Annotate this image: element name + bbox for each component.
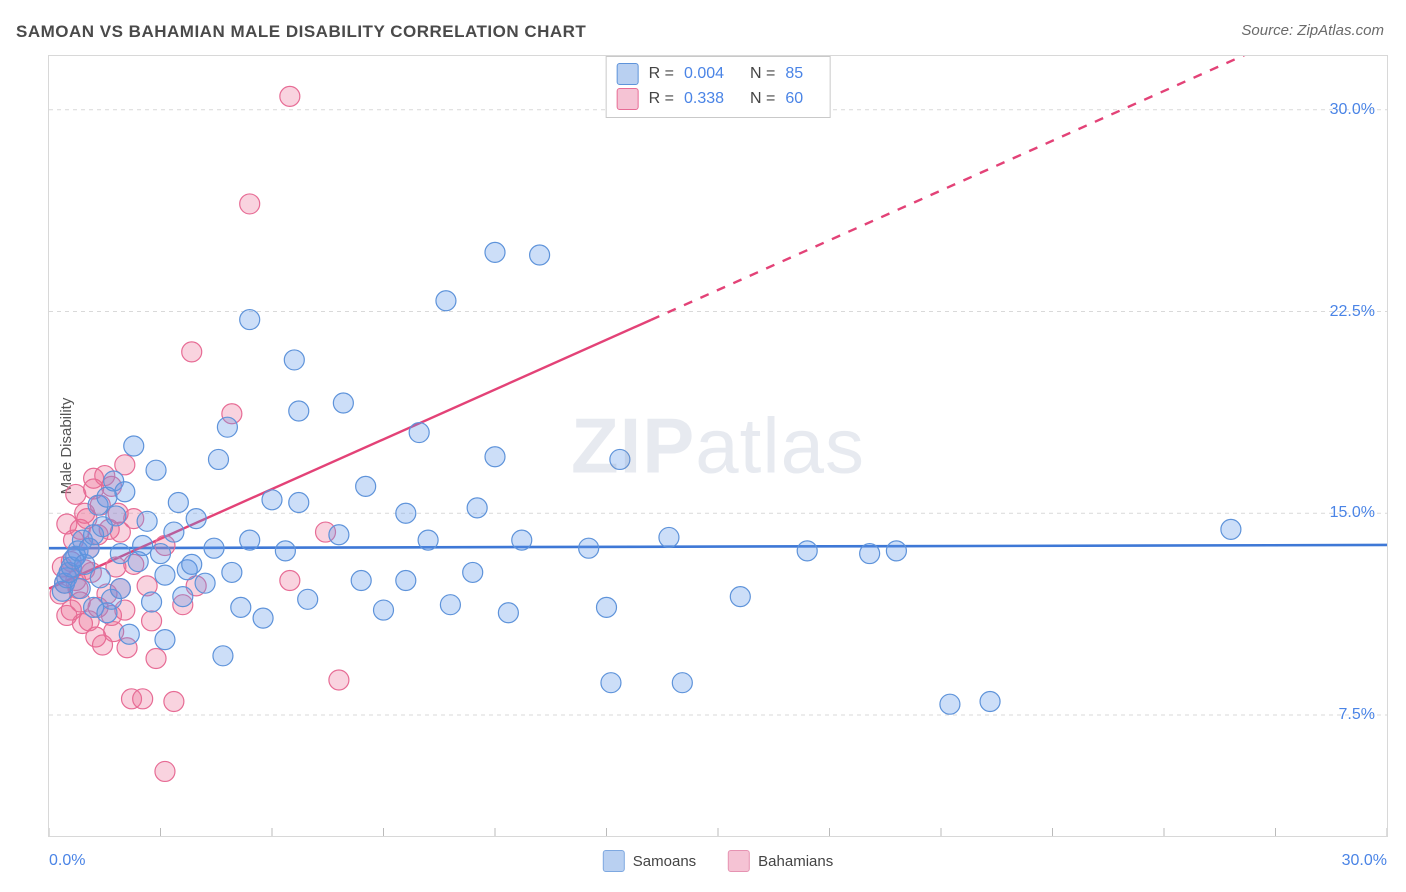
y-tick-label: 22.5% — [1330, 303, 1375, 321]
swatch-icon — [617, 63, 639, 85]
y-tick-label: 30.0% — [1330, 101, 1375, 119]
stats-n-value: 60 — [785, 87, 815, 112]
x-axis-min-label: 0.0% — [49, 852, 85, 870]
stats-label-n: N = — [750, 87, 775, 112]
x-axis-max-label: 30.0% — [1342, 852, 1387, 870]
stats-r-value: 0.338 — [684, 87, 740, 112]
stats-legend-box: R = 0.004 N = 85 R = 0.338 N = 60 — [606, 56, 831, 118]
bottom-legend: Samoans Bahamians — [603, 850, 833, 872]
source-label: Source: — [1241, 22, 1297, 39]
source-name: ZipAtlas.com — [1297, 22, 1384, 39]
y-tick-label: 7.5% — [1339, 706, 1375, 724]
legend-label: Bahamians — [758, 853, 833, 870]
legend-label: Samoans — [633, 853, 696, 870]
swatch-icon — [728, 850, 750, 872]
stats-row: R = 0.338 N = 60 — [617, 87, 816, 112]
stats-n-value: 85 — [785, 62, 815, 87]
plot-area: ZIPatlas R = 0.004 N = 85 R = 0.338 N = … — [48, 55, 1388, 837]
stats-r-value: 0.004 — [684, 62, 740, 87]
legend-item: Bahamians — [728, 850, 833, 872]
scatter-svg — [49, 56, 1387, 836]
legend-item: Samoans — [603, 850, 696, 872]
stats-label-r: R = — [649, 87, 674, 112]
y-tick-label: 15.0% — [1330, 504, 1375, 522]
source-attribution: Source: ZipAtlas.com — [1241, 22, 1384, 39]
stats-label-n: N = — [750, 62, 775, 87]
swatch-icon — [603, 850, 625, 872]
stats-label-r: R = — [649, 62, 674, 87]
swatch-icon — [617, 88, 639, 110]
stats-row: R = 0.004 N = 85 — [617, 62, 816, 87]
chart-title: SAMOAN VS BAHAMIAN MALE DISABILITY CORRE… — [16, 22, 586, 42]
